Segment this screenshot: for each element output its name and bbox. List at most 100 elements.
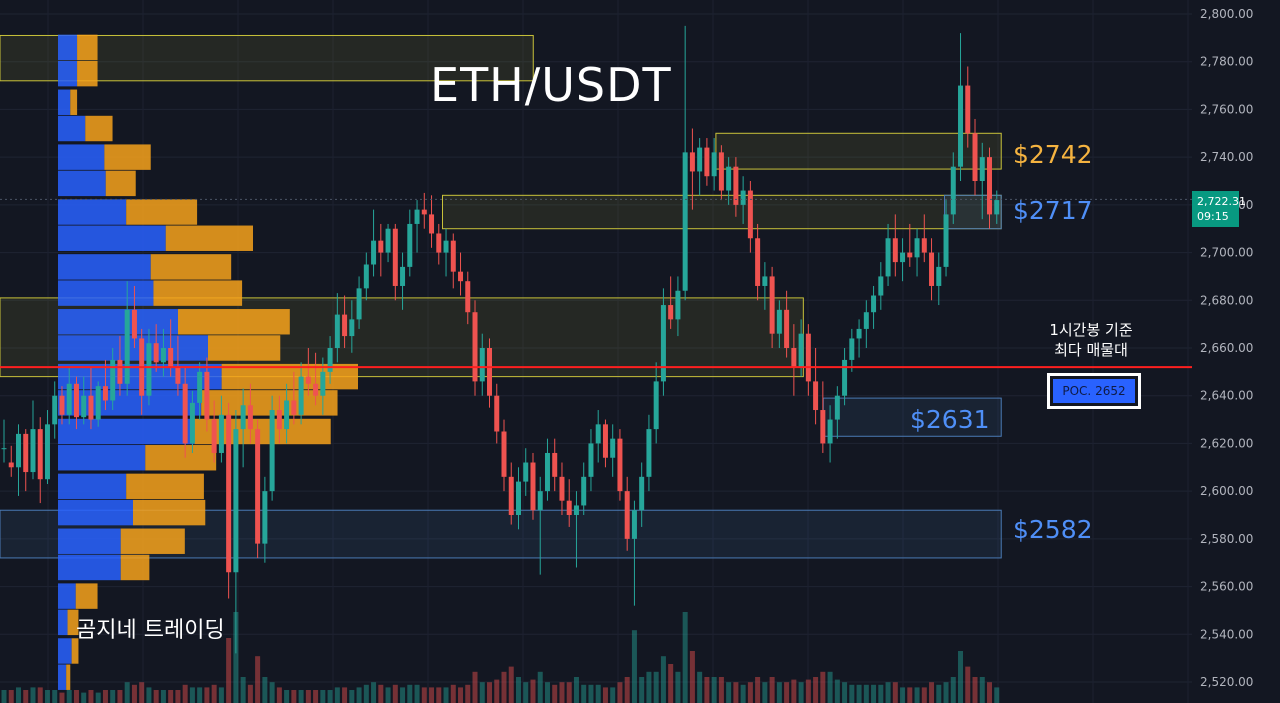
candle-body bbox=[255, 429, 261, 544]
volume-bar bbox=[544, 682, 550, 703]
candle-body bbox=[624, 491, 630, 539]
candle-body bbox=[595, 424, 601, 444]
candle-body bbox=[639, 476, 645, 511]
candle-body bbox=[602, 424, 608, 458]
candle-body bbox=[81, 395, 87, 418]
volume-bar bbox=[472, 671, 478, 703]
candle-body bbox=[400, 266, 406, 286]
volume-bar bbox=[791, 679, 797, 703]
candle-body bbox=[805, 333, 811, 382]
profile-bar-up bbox=[58, 390, 202, 416]
candle-body bbox=[1, 448, 7, 450]
demand-zone bbox=[822, 397, 1002, 437]
volume-bar bbox=[530, 679, 536, 703]
profile-bar-down bbox=[120, 528, 185, 554]
candle-body bbox=[305, 376, 311, 384]
profile-bar-down bbox=[150, 254, 232, 280]
candle-body bbox=[269, 410, 275, 492]
volume-bar bbox=[407, 684, 413, 703]
supply-zone bbox=[441, 194, 1002, 230]
volume-bar bbox=[269, 682, 275, 703]
candle-body bbox=[291, 400, 297, 415]
candle-body bbox=[168, 348, 174, 368]
current-price: 2,722.31 bbox=[1197, 195, 1246, 208]
candlesticks bbox=[1, 25, 1000, 654]
volume-bar bbox=[900, 687, 906, 703]
profile-bar-up bbox=[58, 609, 68, 636]
volume-bar bbox=[363, 684, 369, 703]
profile-bar-up bbox=[58, 499, 133, 526]
profile-bar-up bbox=[58, 34, 78, 61]
candle-body bbox=[849, 338, 855, 360]
candle-body bbox=[30, 429, 36, 473]
volume-bar bbox=[233, 612, 239, 703]
candle-body bbox=[776, 309, 782, 334]
volume-bar bbox=[733, 682, 739, 703]
volume-bar bbox=[66, 690, 72, 703]
candle-body bbox=[52, 395, 58, 425]
volume-bar bbox=[487, 682, 493, 703]
volume-bar bbox=[711, 677, 717, 703]
volume-bar bbox=[226, 638, 232, 703]
volume-bar bbox=[639, 677, 645, 703]
candle-body bbox=[914, 238, 920, 258]
volume-bar bbox=[610, 687, 616, 703]
watermark: 곰지네 트레이딩 bbox=[76, 618, 225, 643]
profile-bar-down bbox=[105, 170, 136, 197]
candle-body bbox=[8, 462, 14, 468]
candle-body bbox=[523, 462, 529, 482]
volume-bars bbox=[1, 612, 1000, 703]
volume-bar bbox=[131, 684, 137, 703]
candle-body bbox=[950, 166, 956, 215]
volume-bar bbox=[59, 692, 65, 703]
candle-body bbox=[182, 383, 188, 444]
volume-bar bbox=[15, 687, 21, 703]
candle-body bbox=[356, 288, 362, 320]
profile-bar-up bbox=[58, 528, 121, 554]
candle-body bbox=[465, 281, 471, 313]
volume-bar bbox=[740, 684, 746, 703]
candle-body bbox=[276, 410, 282, 430]
candle-body bbox=[610, 438, 616, 458]
profile-bar-down bbox=[75, 583, 98, 609]
volume-bar bbox=[23, 690, 29, 703]
volume-bar bbox=[73, 690, 79, 703]
volume-bar bbox=[52, 690, 58, 703]
profile-bar-up bbox=[58, 115, 86, 142]
volume-bar bbox=[1, 690, 7, 703]
volume-bar bbox=[117, 690, 123, 703]
volume-bar bbox=[44, 690, 50, 703]
y-tick-label: 2,580.00 bbox=[1200, 532, 1253, 546]
poc-annotation: 1시간봉 기준 최다 매물대 bbox=[1016, 320, 1166, 360]
volume-bar bbox=[465, 684, 471, 703]
volume-bar bbox=[798, 682, 804, 703]
candle-body bbox=[820, 410, 826, 444]
profile-bar-up bbox=[58, 664, 67, 690]
volume-bar bbox=[255, 656, 261, 703]
volume-bar bbox=[175, 690, 181, 703]
candle-body bbox=[23, 433, 29, 473]
volume-bar bbox=[189, 687, 195, 703]
candle-body bbox=[233, 429, 239, 573]
candle-body bbox=[631, 510, 637, 539]
volume-bar bbox=[689, 651, 695, 703]
candle-body bbox=[675, 290, 681, 320]
volume-bar bbox=[863, 684, 869, 703]
candle-body bbox=[733, 166, 739, 205]
volume-bar bbox=[827, 671, 833, 703]
candle-body bbox=[697, 147, 703, 172]
volume-bar bbox=[508, 666, 514, 703]
volume-bar bbox=[892, 682, 898, 703]
y-tick-label: 2,540.00 bbox=[1200, 627, 1253, 641]
volume-bar bbox=[102, 690, 108, 703]
candle-body bbox=[530, 462, 536, 511]
volume-bar bbox=[820, 671, 826, 703]
candle-body bbox=[371, 240, 377, 265]
candle-body bbox=[15, 433, 21, 468]
candle-body bbox=[110, 359, 116, 401]
candle-body bbox=[769, 276, 775, 334]
volume-bar bbox=[385, 687, 391, 703]
price-axis[interactable]: 2,800.002,780.002,760.002,740.002,720.00… bbox=[1200, 7, 1253, 689]
volume-bar bbox=[653, 671, 659, 703]
candle-body bbox=[762, 276, 768, 286]
